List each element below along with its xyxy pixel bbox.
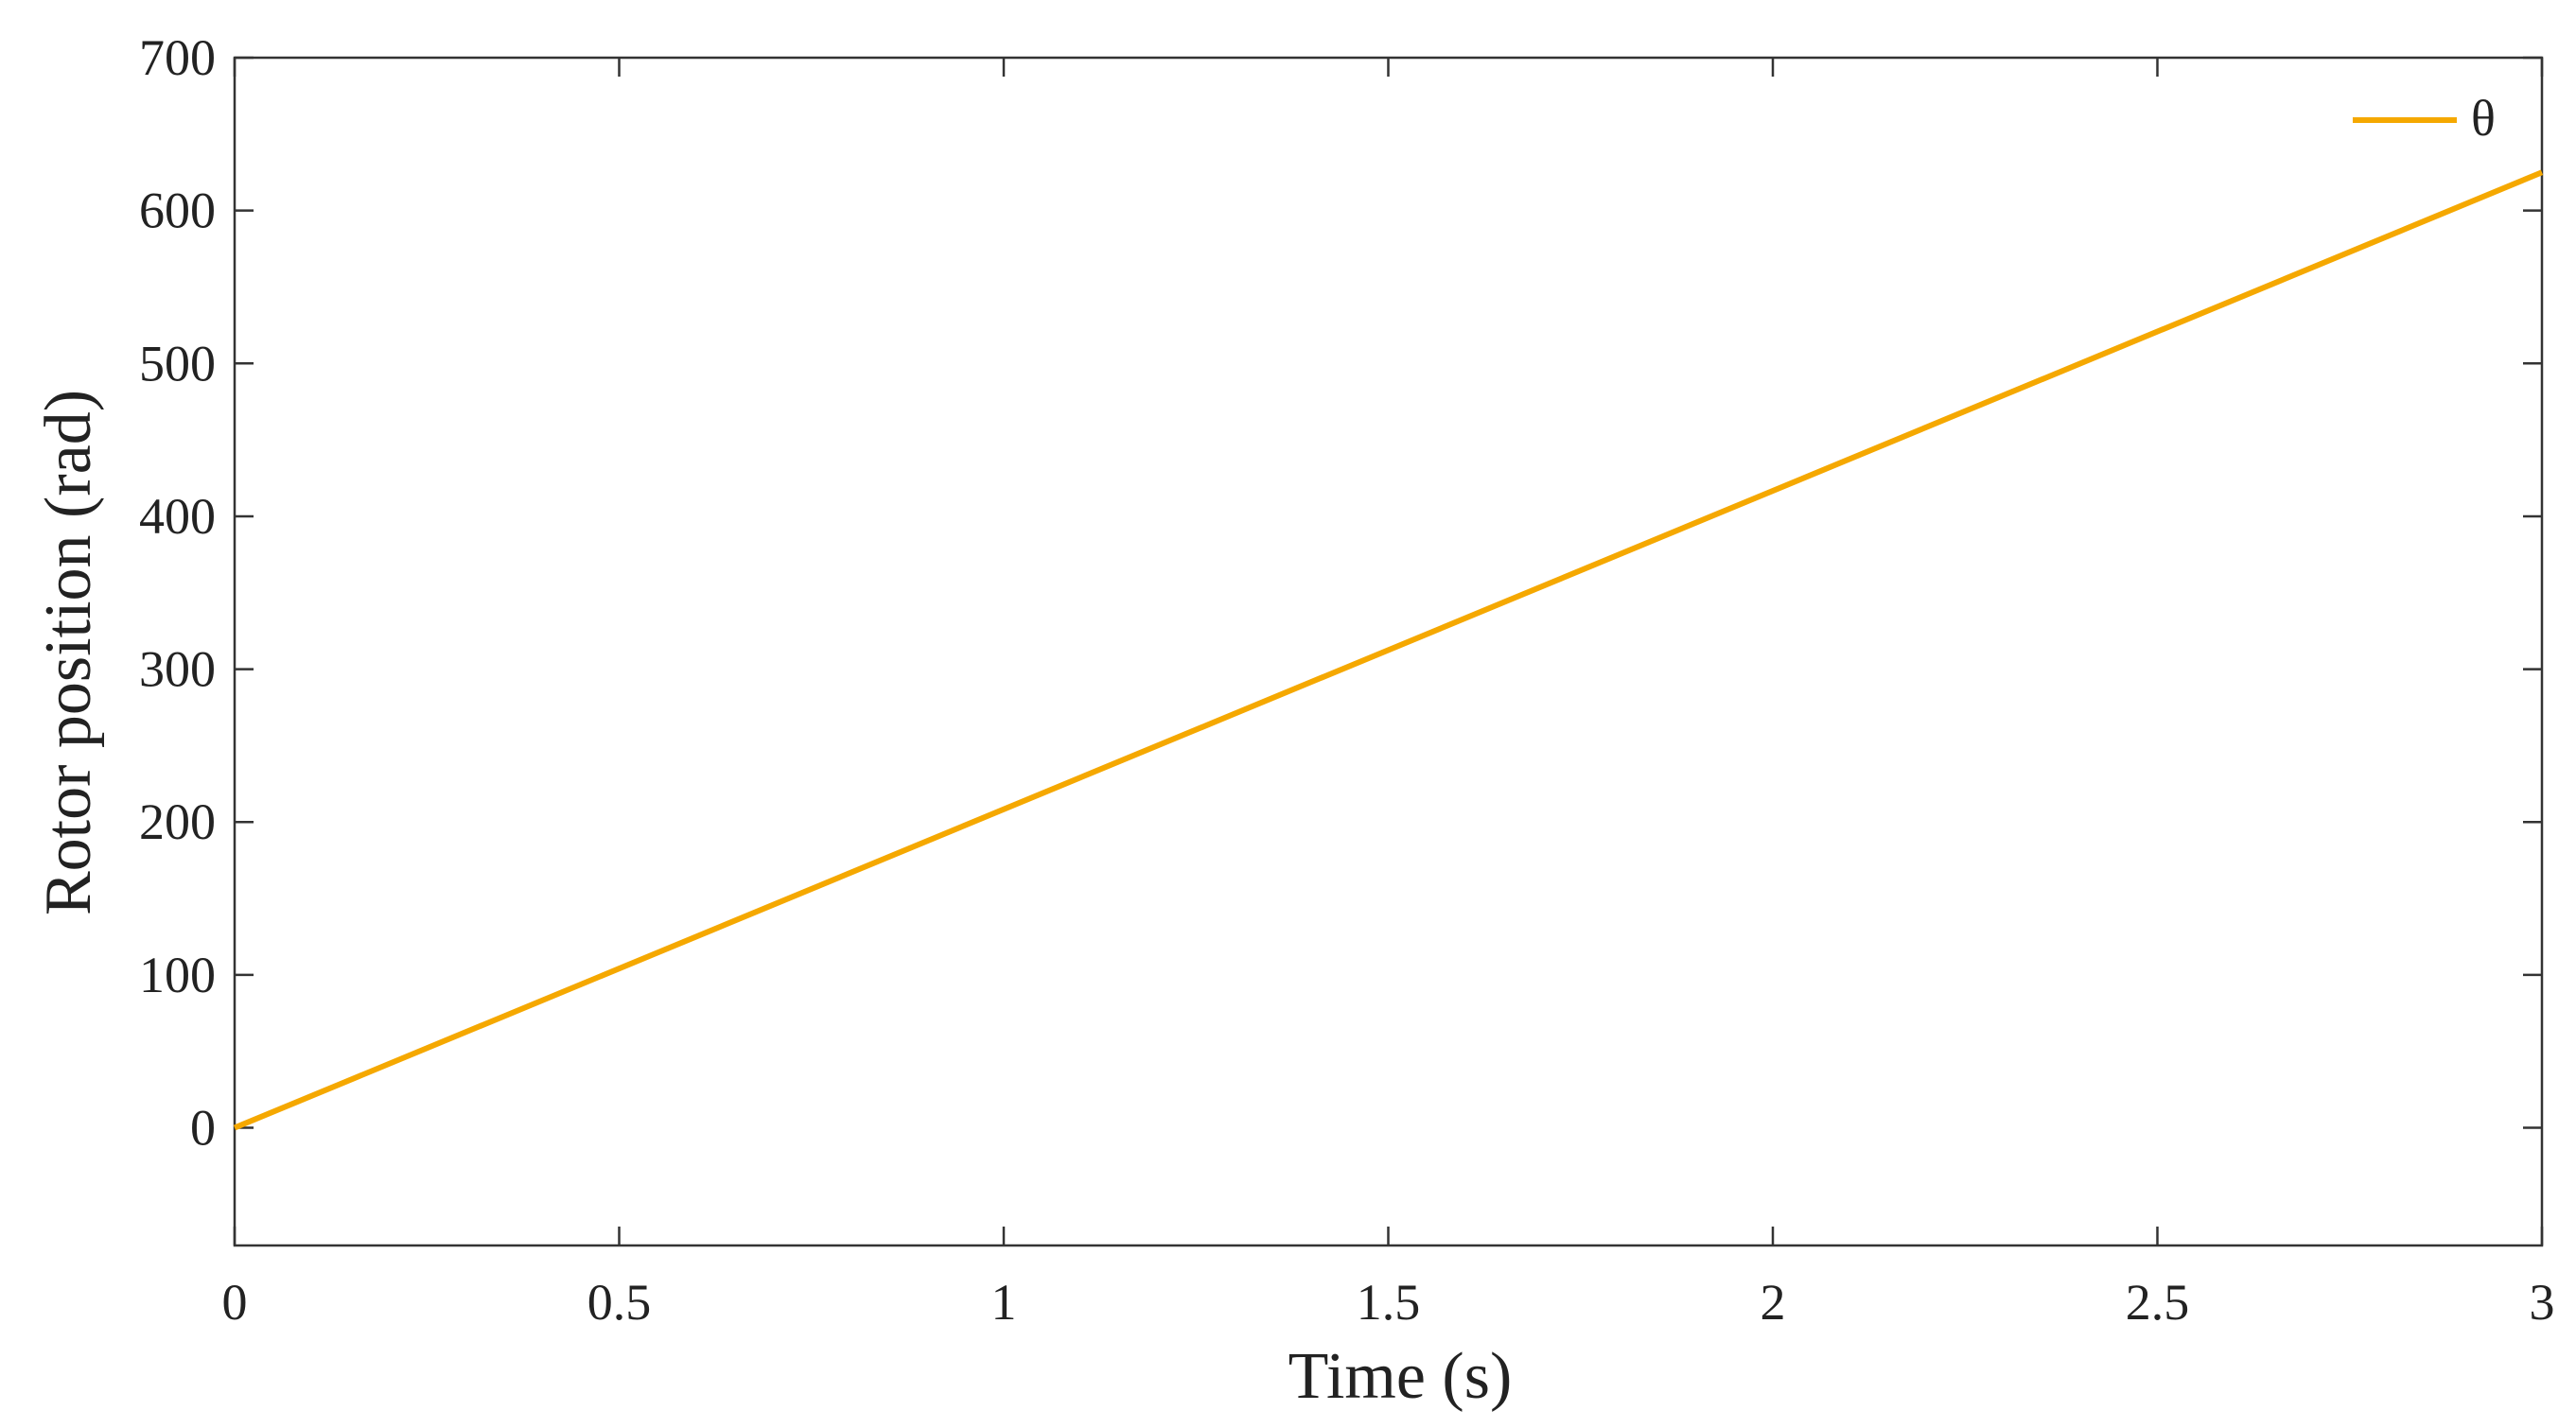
legend-label: θ xyxy=(2471,90,2496,147)
x-tick-label: 0 xyxy=(222,1274,248,1331)
y-axis-label: Rotor position (rad) xyxy=(32,390,105,915)
data-line xyxy=(233,169,2544,1131)
x-tick-label: 0.5 xyxy=(587,1274,652,1331)
x-tick-label: 1 xyxy=(991,1274,1017,1331)
y-tick-label: 600 xyxy=(139,183,216,239)
y-tick-label: 0 xyxy=(190,1100,216,1157)
x-axis-label: Time (s) xyxy=(1288,1340,1513,1413)
x-tick-label: 2 xyxy=(1761,1274,1786,1331)
y-tick-label: 300 xyxy=(139,641,216,698)
y-tick-label: 500 xyxy=(139,335,216,392)
y-tick-label: 200 xyxy=(139,793,216,850)
x-tick-label: 1.5 xyxy=(1357,1274,1421,1331)
y-tick-label: 100 xyxy=(139,947,216,1003)
x-tick-label: 3 xyxy=(2530,1274,2555,1331)
y-tick-label: 700 xyxy=(139,29,216,86)
y-tick-label: 400 xyxy=(139,488,216,545)
x-tick-label: 2.5 xyxy=(2126,1274,2190,1331)
